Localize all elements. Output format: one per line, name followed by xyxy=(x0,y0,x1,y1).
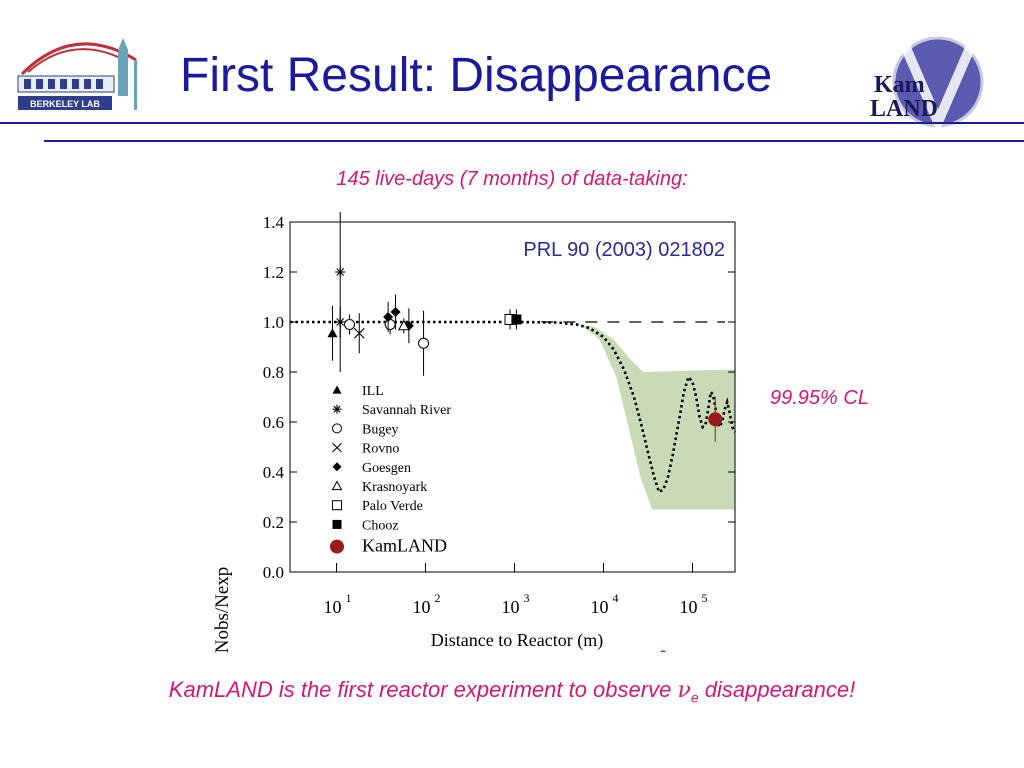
legend-marker-0 xyxy=(332,385,342,394)
logo-right-text-2: LAND xyxy=(870,96,938,122)
legend-marker-2 xyxy=(332,423,342,434)
x-tick-exponent-1: 2 xyxy=(435,591,441,605)
y-axis-label: Nobs/Nexp xyxy=(212,567,233,654)
legend-marker-3 xyxy=(332,442,342,453)
legend-label-8: KamLAND xyxy=(362,536,447,556)
neutrino-flavor: e xyxy=(690,689,699,706)
data-point-kamland-0 xyxy=(708,412,723,427)
data-point-bugey-1 xyxy=(384,319,396,330)
footer-text-before: KamLAND is the first reactor experiment … xyxy=(168,677,678,702)
x-axis-label: Distance to Reactor (m) xyxy=(431,630,603,651)
neutrino-symbol: ν xyxy=(677,678,691,703)
slide-subtitle: 145 live-days (7 months) of data-taking: xyxy=(336,168,688,190)
legend-marker-6 xyxy=(332,500,342,511)
y-tick-label-7: 1.4 xyxy=(263,213,285,232)
legend-label-7: Chooz xyxy=(362,518,399,533)
x-tick-label-2: 10 xyxy=(502,597,520,617)
legend-label-6: Palo Verde xyxy=(362,499,423,514)
x-tick-exponent-4: 5 xyxy=(702,591,708,605)
berkeley-lab-logo: BERKELEY LAB xyxy=(17,38,137,110)
x-tick-exponent-0: 1 xyxy=(346,591,352,605)
data-point-savannah-river-0 xyxy=(335,267,346,277)
legend-label-1: Savannah River xyxy=(362,403,451,418)
oscillation-curve xyxy=(290,320,737,494)
legend-marker-8 xyxy=(330,539,344,554)
legend-marker-4 xyxy=(332,462,342,472)
x-tick-exponent-2: 3 xyxy=(524,591,530,605)
y-tick-label-2: 0.4 xyxy=(263,463,285,482)
x-tick-label-0: 10 xyxy=(324,597,342,617)
x-tick-label-1: 10 xyxy=(413,597,431,617)
footer-text-after: disappearance! xyxy=(698,677,856,702)
data-point-rovno-0 xyxy=(353,327,365,339)
legend-marker-1 xyxy=(332,404,342,414)
logo-right-text-1: Kam xyxy=(874,72,925,98)
data-point-ill-0 xyxy=(327,328,338,338)
y-tick-label-1: 0.2 xyxy=(263,513,284,532)
disappearance-chart: 0.00.20.40.60.81.01.21.410 1 10 2 10 3 10 4 10 5 … xyxy=(212,212,737,654)
data-point-bugey-0 xyxy=(344,319,356,330)
chart-annotation: PRL 90 (2003) 021802 xyxy=(523,239,725,261)
data-point-bugey-2 xyxy=(418,337,430,349)
data-point-chooz-0 xyxy=(511,314,522,325)
x-tick-label-4: 10 xyxy=(680,597,698,617)
footer-dash: - xyxy=(660,640,666,660)
legend-label-2: Bugey xyxy=(362,422,399,437)
chart-legend: ILL Savannah River Bugey Rovno Goesgen Krasno… xyxy=(330,384,451,556)
allowed-band-polygon xyxy=(563,322,735,510)
logo-left-text: BERKELEY LAB xyxy=(30,99,100,109)
data-point-goesgen-0 xyxy=(383,312,394,322)
legend-label-5: Krasnoyark xyxy=(362,480,427,495)
y-tick-label-5: 1.0 xyxy=(263,313,284,332)
title-rule-top xyxy=(0,122,1024,124)
x-tick-label-3: 10 xyxy=(591,597,609,617)
y-tick-label-0: 0.0 xyxy=(263,563,284,582)
slide-title: First Result: Disappearance xyxy=(180,49,773,102)
allowed-region-band xyxy=(563,322,735,510)
data-point-savannah-river-1 xyxy=(335,317,346,327)
plot-frame xyxy=(289,221,736,573)
slide-footer: KamLAND is the first reactor experiment … xyxy=(0,677,1024,705)
legend-label-3: Rovno xyxy=(362,442,399,457)
y-tick-label-3: 0.6 xyxy=(263,413,284,432)
data-point-goesgen-1 xyxy=(390,307,401,317)
data-point-krasnoyark-0 xyxy=(397,319,410,331)
legend-marker-7 xyxy=(332,519,342,529)
y-tick-label-4: 0.8 xyxy=(263,363,284,382)
x-tick-exponent-3: 4 xyxy=(613,591,619,605)
kamland-logo: Kam LAND xyxy=(870,36,984,130)
y-tick-label-6: 1.2 xyxy=(263,263,284,282)
confidence-level-label: 99.95% CL xyxy=(770,387,869,409)
title-rule-bottom xyxy=(44,140,1024,142)
legend-label-0: ILL xyxy=(362,384,384,399)
legend-marker-5 xyxy=(331,480,343,491)
legend-label-4: Goesgen xyxy=(362,461,411,476)
